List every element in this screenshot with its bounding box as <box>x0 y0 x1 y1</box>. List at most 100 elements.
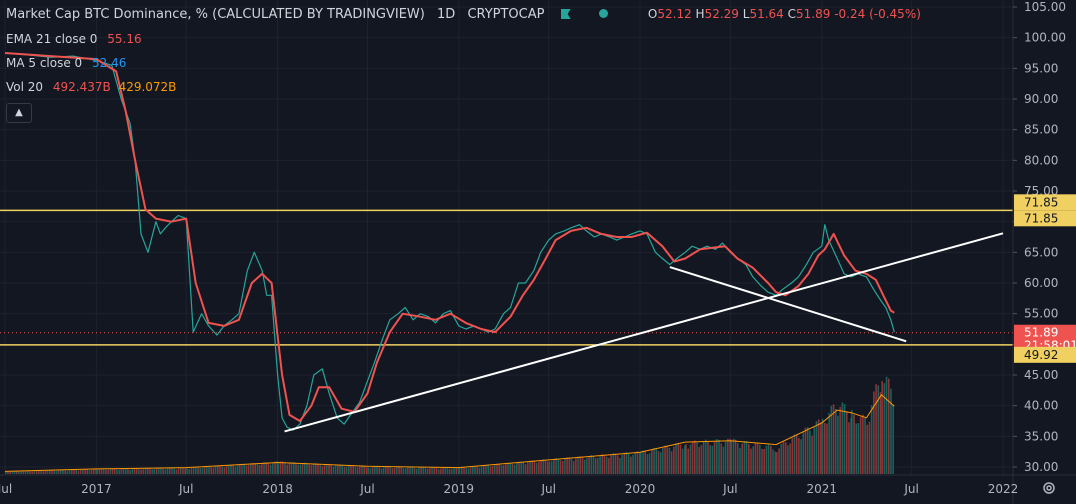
volume-bar <box>586 458 588 474</box>
volume-bar <box>140 469 142 474</box>
volume-bar <box>413 467 416 474</box>
volume-bar <box>557 458 560 474</box>
y-tick-label: 105.00 <box>1024 0 1066 14</box>
volume-bar <box>568 457 571 474</box>
volume-bar <box>295 462 297 474</box>
volume-bar <box>88 470 91 474</box>
volume-bar <box>55 470 58 474</box>
volume-bar <box>780 443 783 474</box>
volume-bar <box>453 467 455 474</box>
volume-bar <box>113 468 116 474</box>
volume-bar <box>330 465 332 474</box>
volume-bar <box>732 438 735 474</box>
volume-bar <box>276 461 279 474</box>
volume-bar <box>685 444 687 474</box>
y-tick-label: 80.00 <box>1024 153 1058 167</box>
volume-bar <box>875 384 877 474</box>
volume-bar <box>308 464 310 474</box>
volume-bar <box>142 469 145 474</box>
volume-bar <box>261 463 263 474</box>
volume-bar <box>705 439 707 474</box>
volume-bar <box>572 460 575 474</box>
volume-bar <box>487 465 490 474</box>
volume-bar <box>369 468 372 474</box>
volume-bar <box>529 460 531 474</box>
flag-icon[interactable] <box>560 9 571 19</box>
volume-bar <box>498 464 501 474</box>
volume-bar <box>20 471 22 474</box>
ema-legend[interactable]: EMA 21 close 0 55.16 <box>6 32 142 46</box>
volume-bar <box>98 469 101 474</box>
volume-bar <box>465 467 468 474</box>
volume-bar <box>341 465 343 474</box>
volume-bar <box>809 430 811 474</box>
volume-bar <box>743 440 746 474</box>
volume-bar <box>787 445 789 474</box>
x-tick-label: 2021 <box>806 482 837 496</box>
volume-bar <box>467 468 470 474</box>
volume-bar <box>365 467 368 474</box>
volume-bar <box>258 464 261 474</box>
symbol-title[interactable]: Market Cap BTC Dominance, % (CALCULATED … <box>6 7 425 22</box>
volume-bar <box>118 469 120 474</box>
level-label: 71.85 <box>1024 211 1058 225</box>
volume-bar <box>713 441 716 474</box>
volume-bar <box>651 449 653 474</box>
volume-bar <box>9 471 11 474</box>
volume-bar <box>681 448 684 474</box>
volume-bar <box>51 470 53 474</box>
ma-legend[interactable]: MA 5 close 0 52.46 <box>6 56 126 70</box>
volume-bar <box>469 467 472 474</box>
volume-bar <box>234 466 237 474</box>
volume-bar <box>841 402 844 474</box>
x-tick-label: Jul <box>178 482 193 496</box>
volume-bar <box>772 449 774 474</box>
volume-bar <box>594 458 597 474</box>
volume-bar <box>507 462 509 474</box>
interval-label[interactable]: 1D <box>437 7 456 22</box>
volume-bar <box>254 463 257 474</box>
volume-bar <box>646 454 649 474</box>
volume-bar <box>550 461 553 474</box>
gear-icon[interactable] <box>1041 480 1057 496</box>
volume-bar <box>575 458 577 474</box>
volume-bar <box>100 468 103 474</box>
volume-bar <box>535 462 538 474</box>
volume-bar <box>354 466 357 474</box>
volume-bar <box>843 403 846 474</box>
volume-bar <box>544 459 547 474</box>
volume-bar <box>627 453 630 474</box>
volume-bar <box>883 383 886 474</box>
volume-bar <box>533 461 536 474</box>
volume-bar <box>577 456 579 474</box>
ema-line <box>4 52 895 422</box>
volume-bar <box>195 467 197 474</box>
volume-bar <box>476 466 479 474</box>
horizontal-levels <box>0 209 1013 346</box>
volume-bar <box>806 427 809 474</box>
volume-bar <box>709 445 712 474</box>
volume-bar <box>608 457 610 474</box>
volume-bar <box>832 404 835 474</box>
volume-bar <box>404 468 407 474</box>
volume-bar <box>33 471 36 474</box>
volume-bar <box>162 468 164 474</box>
volume-bar <box>457 467 460 474</box>
volume-bar <box>223 467 226 474</box>
collapse-legend-button[interactable]: ▲ <box>6 103 32 123</box>
volume-bar <box>352 465 354 474</box>
volume-bar <box>256 464 259 474</box>
volume-bar <box>763 448 766 474</box>
volume-bar <box>212 467 215 474</box>
volume-bar <box>277 462 280 474</box>
volume-bar <box>642 450 644 474</box>
volume-bar <box>382 467 385 474</box>
volume-bar <box>659 452 662 474</box>
volume-bar <box>374 466 376 474</box>
volume-bar <box>188 468 191 474</box>
volume-bar <box>299 464 302 474</box>
volume-legend[interactable]: Vol 20 492.437B 429.072B <box>6 80 176 94</box>
volume-bar <box>314 463 317 474</box>
volume-bar <box>795 434 798 474</box>
